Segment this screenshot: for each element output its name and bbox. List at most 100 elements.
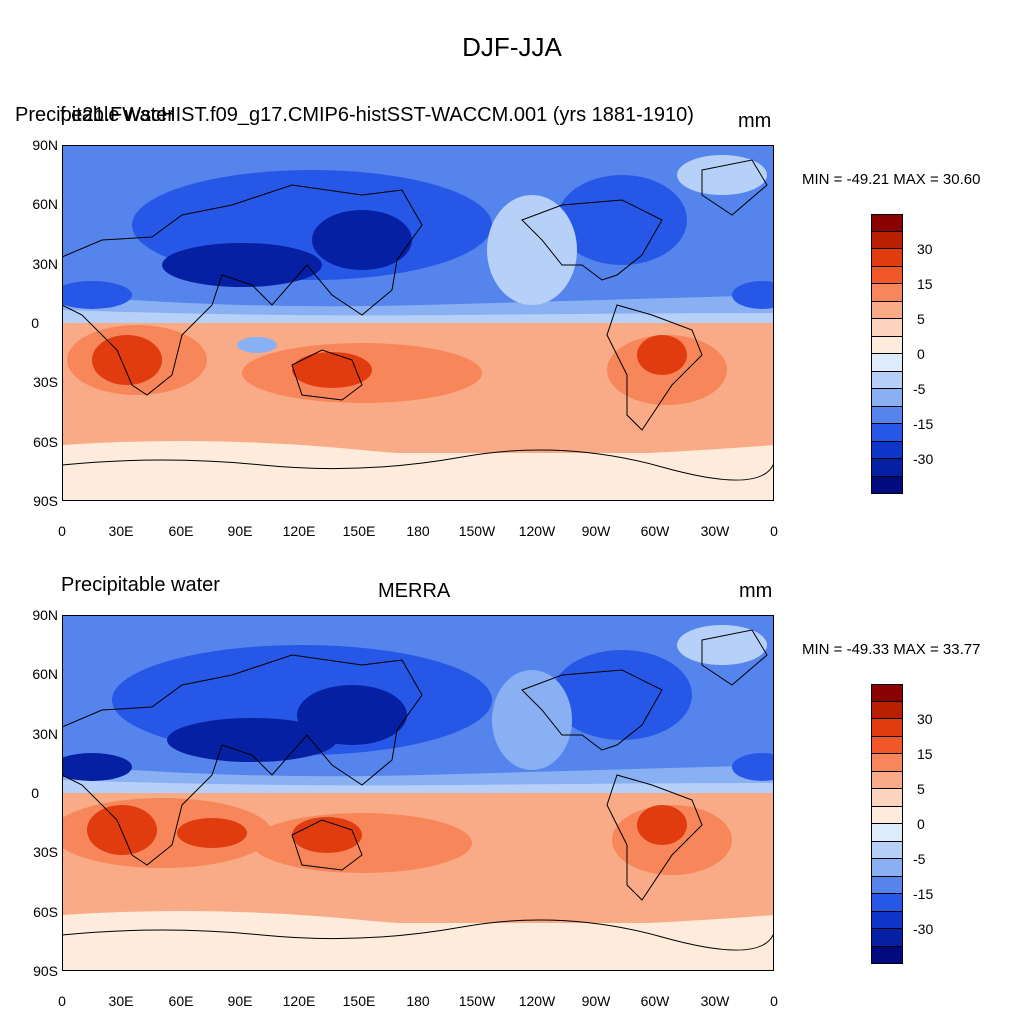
colorbar-swatch xyxy=(871,824,903,842)
p1-lon-label: 150E xyxy=(342,523,376,539)
p2-lon-label: 0 xyxy=(770,993,778,1009)
panel1-case-label: f.e21.FWscHIST.f09_g17.CMIP6-histSST-WAC… xyxy=(60,104,694,126)
panel2-map xyxy=(62,615,774,971)
p1-colorbar-label: -30 xyxy=(913,451,934,467)
colorbar-swatch xyxy=(871,214,903,232)
p2-lon-label: 30W xyxy=(700,993,730,1009)
panel2-min-max: MIN = -49.33 MAX = 33.77 xyxy=(802,641,981,658)
colorbar-swatch xyxy=(871,911,903,929)
panel1-min-max: MIN = -49.21 MAX = 30.60 xyxy=(802,171,981,188)
p1-lat-label: 90N xyxy=(32,137,58,153)
panel1-colorbar: 30 15 5 0 -5 -15 -30 xyxy=(871,214,933,494)
colorbar-swatch xyxy=(871,929,903,947)
p2-lon-label: 120W xyxy=(518,993,556,1009)
colorbar-swatch xyxy=(871,319,903,337)
p2-lon-label: 60W xyxy=(640,993,670,1009)
p1-lat-label: 30N xyxy=(32,256,58,272)
p2-colorbar-label: 5 xyxy=(917,781,925,797)
p1-lat-label: 90S xyxy=(33,493,58,509)
p1-lat-label: 60S xyxy=(33,434,58,450)
colorbar-swatch xyxy=(871,736,903,754)
colorbar-swatch xyxy=(871,424,903,442)
colorbar-swatch xyxy=(871,441,903,459)
panel2-colorbar-boxes xyxy=(871,684,903,964)
p2-lon-label: 90W xyxy=(581,993,611,1009)
p1-lon-label: 150W xyxy=(458,523,496,539)
p2-lon-label: 30E xyxy=(108,993,134,1009)
colorbar-swatch xyxy=(871,754,903,772)
figure-title: DJF-JJA xyxy=(462,32,562,62)
p2-lat-label: 30S xyxy=(33,844,58,860)
colorbar-swatch xyxy=(871,371,903,389)
p1-lon-label: 120W xyxy=(518,523,556,539)
panel2-units-label: mm xyxy=(739,580,773,602)
colorbar-swatch xyxy=(871,389,903,407)
colorbar-swatch xyxy=(871,336,903,354)
p1-lon-label: 30E xyxy=(108,523,134,539)
colorbar-swatch xyxy=(871,266,903,284)
p2-lon-label: 150E xyxy=(342,993,376,1009)
p1-lat-label: 30S xyxy=(33,374,58,390)
panel2-colorbar: 30 15 5 0 -5 -15 -30 xyxy=(871,684,933,964)
colorbar-swatch xyxy=(871,684,903,702)
panel2-dataset-label: MERRA xyxy=(378,580,451,602)
p1-lon-label: 30W xyxy=(700,523,730,539)
p1-colorbar-label: 15 xyxy=(917,276,933,292)
colorbar-swatch xyxy=(871,719,903,737)
p2-colorbar-label: -5 xyxy=(913,851,926,867)
panel1-variable-label: Precipitable water xyxy=(15,104,174,126)
p2-lon-label: 180 xyxy=(406,993,430,1009)
colorbar-swatch xyxy=(871,789,903,807)
panel2-map-body xyxy=(62,615,774,971)
p2-lat-label: 60N xyxy=(32,666,58,682)
p1-lon-label: 0 xyxy=(58,523,66,539)
p1-colorbar-label: -5 xyxy=(913,381,926,397)
p2-lat-label: 30N xyxy=(32,726,58,742)
p2-colorbar-label: 30 xyxy=(917,711,933,727)
p2-lat-label: 90N xyxy=(32,607,58,623)
panel2-coastlines xyxy=(62,629,774,951)
p2-lon-label: 90E xyxy=(227,993,253,1009)
p1-lon-label: 120E xyxy=(282,523,316,539)
colorbar-swatch xyxy=(871,354,903,372)
p1-colorbar-label: 30 xyxy=(917,241,933,257)
p2-lat-label: 60S xyxy=(33,904,58,920)
p1-lon-label: 90W xyxy=(581,523,611,539)
colorbar-swatch xyxy=(871,249,903,267)
panel1-units-label: mm xyxy=(738,110,772,132)
colorbar-swatch xyxy=(871,806,903,824)
p2-lon-label: 150W xyxy=(458,993,496,1009)
p2-colorbar-label: 15 xyxy=(917,746,933,762)
panel1-map-body xyxy=(62,145,774,501)
p1-lat-label: 60N xyxy=(32,196,58,212)
p1-lon-label: 180 xyxy=(406,523,430,539)
colorbar-swatch xyxy=(871,946,903,964)
colorbar-swatch xyxy=(871,231,903,249)
p1-colorbar-label: -15 xyxy=(913,416,934,432)
p2-lon-label: 120E xyxy=(282,993,316,1009)
colorbar-swatch xyxy=(871,406,903,424)
p1-lon-label: 0 xyxy=(770,523,778,539)
colorbar-swatch xyxy=(871,894,903,912)
p1-lat-label: 0 xyxy=(31,315,39,331)
colorbar-swatch xyxy=(871,841,903,859)
p1-colorbar-label: 0 xyxy=(917,346,925,362)
colorbar-swatch xyxy=(871,859,903,877)
colorbar-swatch xyxy=(871,701,903,719)
p2-colorbar-label: 0 xyxy=(917,816,925,832)
colorbar-swatch xyxy=(871,284,903,302)
colorbar-swatch xyxy=(871,876,903,894)
panel1-map xyxy=(62,145,774,501)
colorbar-swatch xyxy=(871,301,903,319)
p2-lon-label: 0 xyxy=(58,993,66,1009)
p1-lon-label: 90E xyxy=(227,523,253,539)
colorbar-swatch xyxy=(871,459,903,477)
p1-lon-label: 60W xyxy=(640,523,670,539)
p2-lat-label: 90S xyxy=(33,963,58,979)
p2-colorbar-label: -15 xyxy=(913,886,934,902)
p2-colorbar-label: -30 xyxy=(913,921,934,937)
colorbar-swatch xyxy=(871,476,903,494)
colorbar-swatch xyxy=(871,771,903,789)
p2-lon-label: 60E xyxy=(168,993,194,1009)
panel2-variable-label: Precipitable water xyxy=(61,574,220,596)
